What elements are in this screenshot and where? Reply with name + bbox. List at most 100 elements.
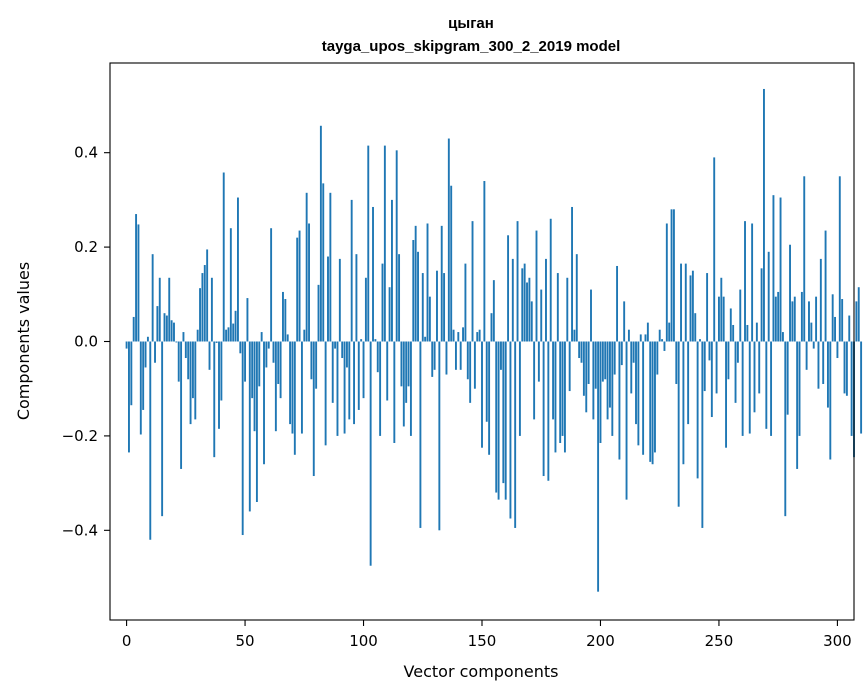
bar [706, 273, 709, 342]
bar [492, 280, 495, 342]
bar [713, 157, 716, 342]
bar [677, 341, 680, 507]
x-tick-label: 300 [823, 632, 852, 650]
bar [545, 258, 547, 342]
bar [419, 341, 422, 528]
bar [341, 341, 344, 359]
bar [175, 341, 178, 343]
bar [137, 224, 140, 342]
bar [248, 341, 251, 512]
bar [599, 341, 602, 443]
bar [220, 341, 223, 401]
bar [374, 339, 377, 342]
bar [559, 341, 562, 443]
bar [485, 341, 488, 422]
bar [165, 315, 168, 342]
bar [450, 185, 453, 342]
bar [440, 225, 443, 342]
bar [805, 341, 808, 370]
bar [348, 341, 351, 420]
bar [774, 296, 777, 342]
bar [703, 341, 706, 392]
bar [459, 341, 462, 370]
bar [521, 268, 524, 342]
bar [639, 334, 642, 342]
bar [838, 176, 841, 342]
bar-series [125, 88, 863, 592]
bar [736, 341, 739, 363]
bar [473, 341, 476, 389]
bar [694, 313, 697, 342]
bar [428, 296, 431, 342]
bar [187, 341, 190, 380]
bar [687, 341, 690, 425]
bar [850, 341, 853, 436]
bar [383, 145, 386, 342]
bar [708, 341, 711, 361]
bar [793, 296, 796, 342]
bar [767, 251, 770, 342]
bar [791, 301, 794, 342]
bar [533, 341, 536, 420]
x-tick-label: 200 [586, 632, 615, 650]
bar [563, 341, 566, 453]
bar [203, 265, 206, 342]
bar [260, 332, 263, 342]
bar [829, 341, 832, 460]
bar [860, 341, 863, 434]
bar [296, 237, 299, 342]
bar [549, 218, 552, 342]
bar [682, 341, 685, 465]
bar [717, 296, 720, 342]
bar [800, 291, 803, 342]
bar [530, 301, 533, 342]
bar [462, 327, 464, 342]
bar [222, 172, 225, 342]
bar [300, 341, 303, 434]
bar [568, 341, 571, 392]
bar [594, 341, 597, 389]
bar [578, 341, 581, 359]
bar [255, 341, 258, 502]
bar [680, 263, 682, 342]
bar [334, 341, 337, 349]
bar [561, 341, 564, 436]
bar [270, 228, 273, 342]
bar [701, 341, 704, 528]
bar [447, 138, 450, 342]
bar [431, 341, 434, 377]
bar [656, 341, 659, 375]
bar [286, 334, 289, 342]
bar [772, 195, 775, 342]
x-axis-label: Vector components [404, 662, 559, 681]
bar [556, 273, 559, 342]
bar [699, 339, 701, 342]
bar [478, 329, 481, 342]
bar [691, 270, 694, 342]
bar [514, 341, 517, 528]
bar [322, 183, 325, 342]
bar [497, 341, 500, 500]
bar [798, 341, 801, 436]
bar [554, 341, 557, 453]
bar [291, 341, 294, 434]
bar [393, 341, 396, 443]
y-axis: −0.4 −0.2 0.0 0.2 0.4 [62, 144, 110, 539]
bar [253, 341, 256, 432]
bar [637, 341, 640, 446]
bar [819, 258, 822, 342]
bar [481, 341, 483, 448]
bar [149, 341, 152, 540]
bar [227, 327, 230, 342]
bar [139, 341, 142, 435]
bar [381, 263, 384, 342]
bar [781, 332, 784, 342]
bar [585, 341, 588, 413]
bar [244, 341, 247, 382]
bar [282, 291, 284, 342]
bar [826, 341, 829, 408]
bar [312, 341, 315, 477]
bar [649, 341, 652, 462]
bar [661, 339, 664, 342]
